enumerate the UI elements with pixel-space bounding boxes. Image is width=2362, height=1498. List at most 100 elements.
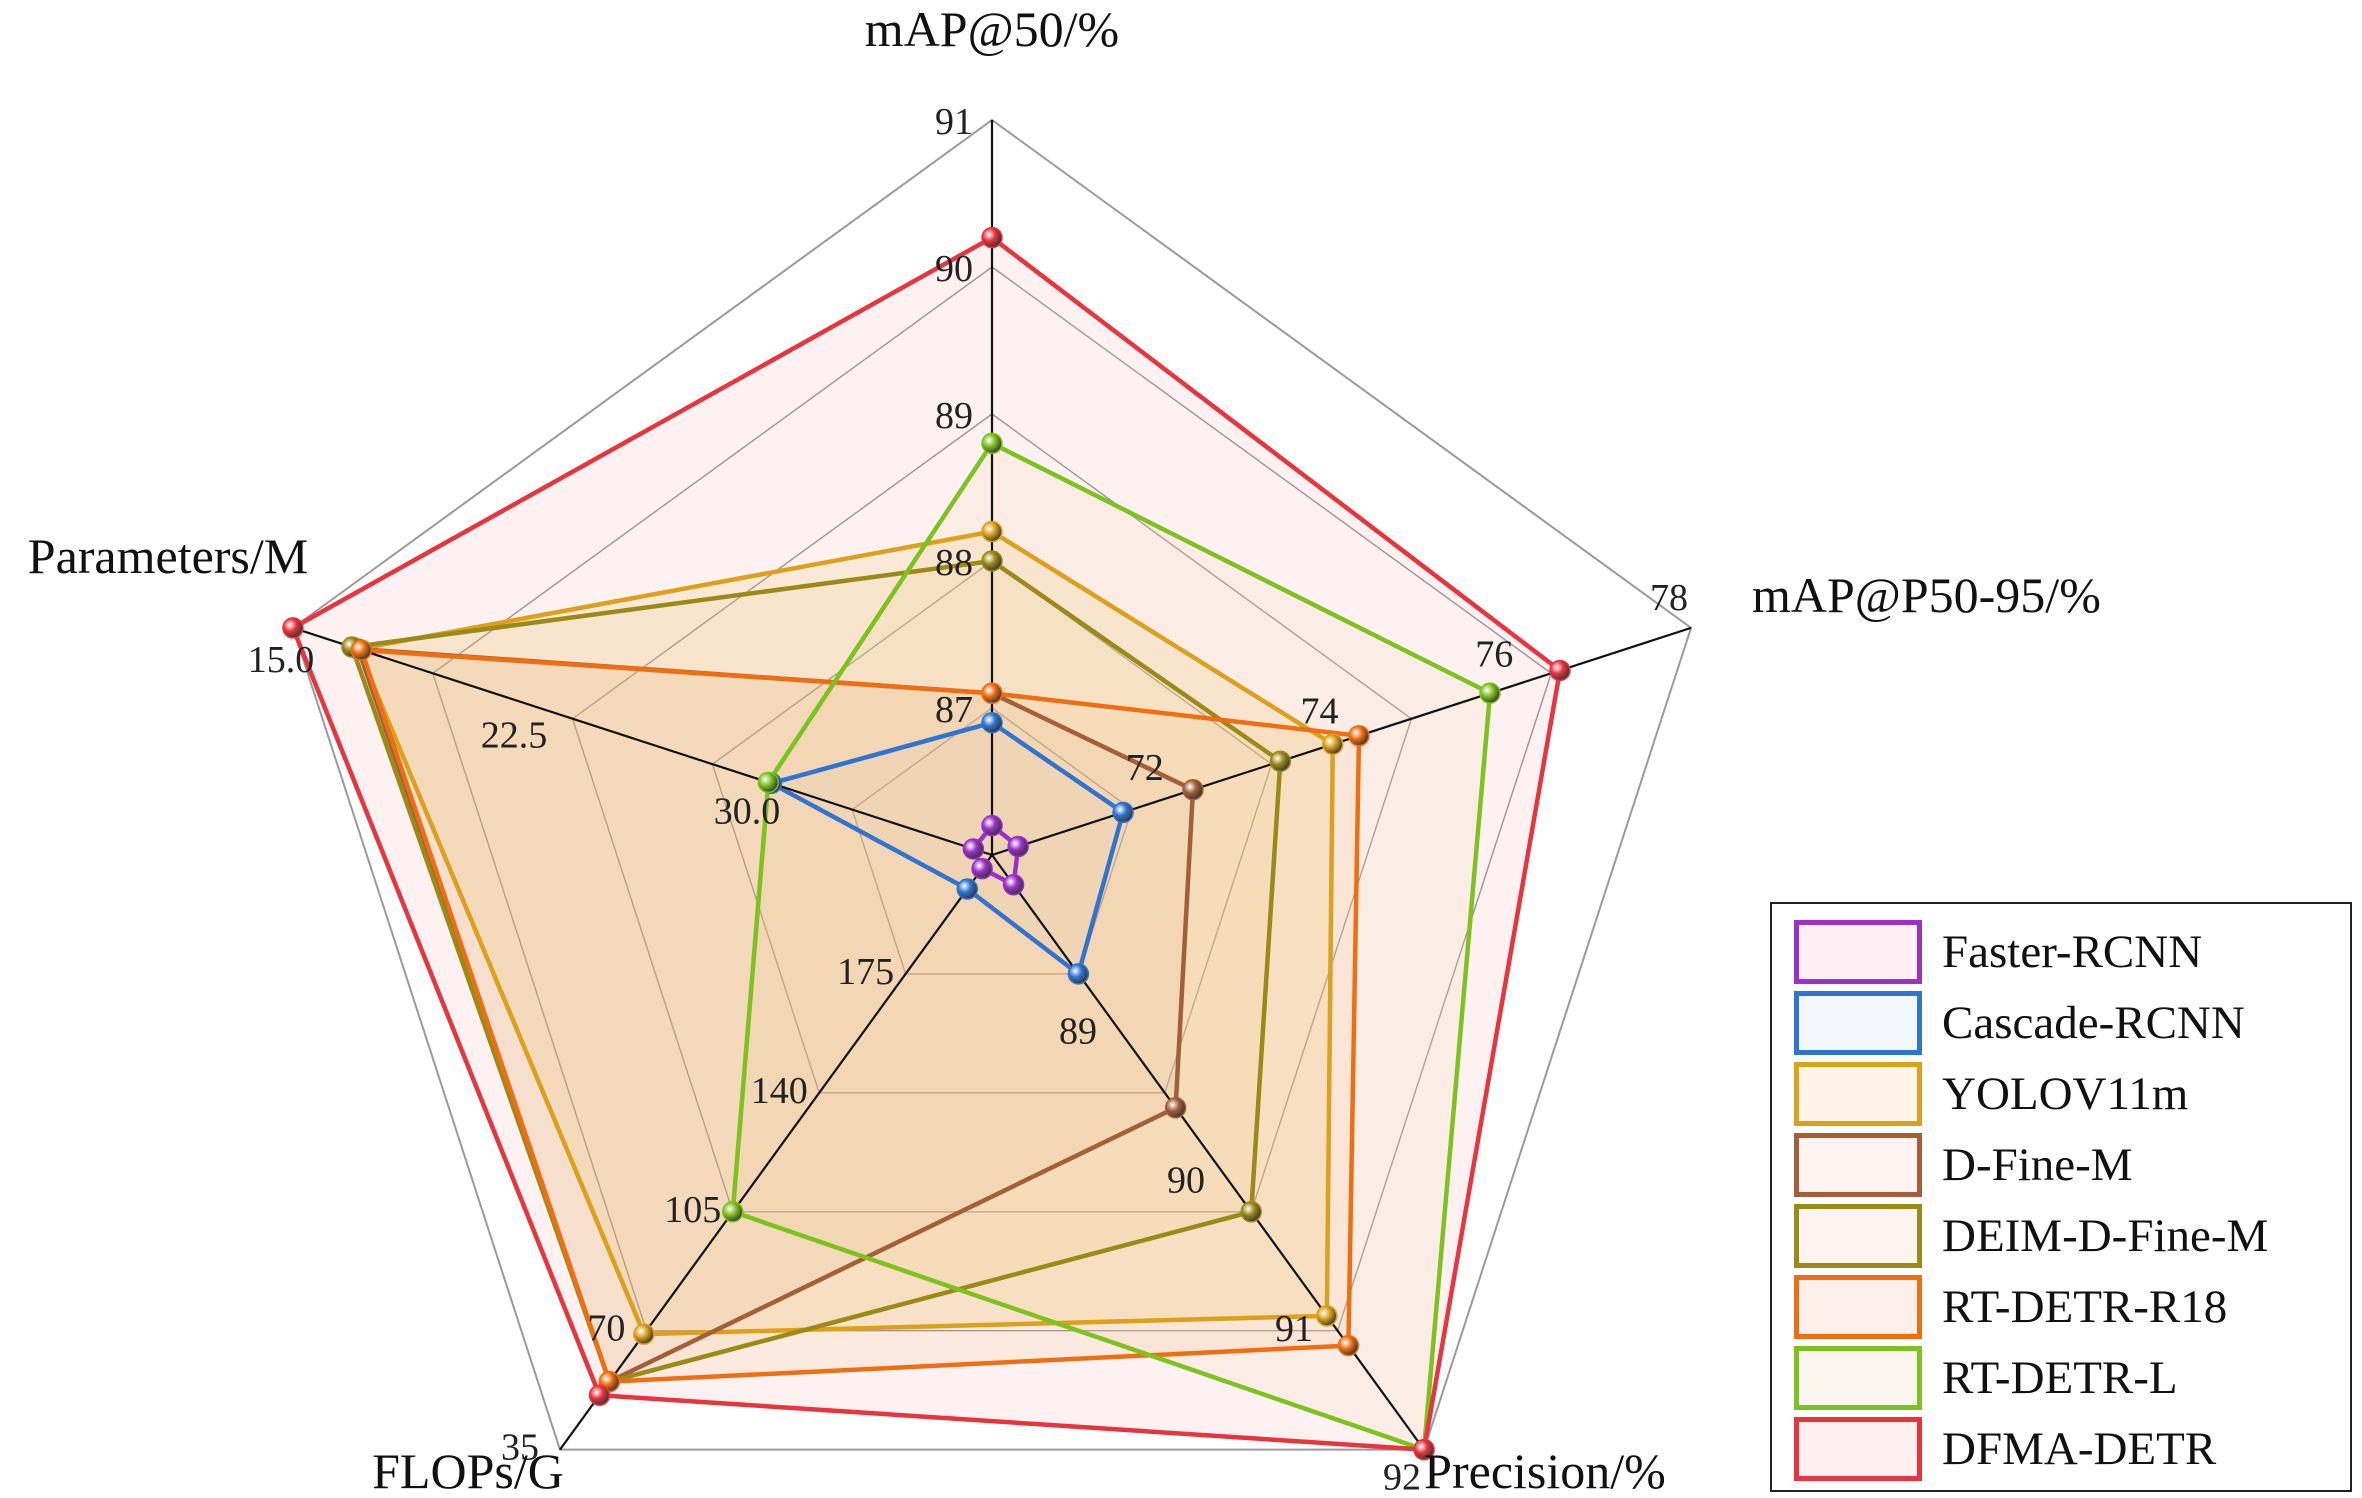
data-point	[981, 711, 1003, 734]
tick-label: 175	[837, 951, 894, 993]
legend-item-rt-detr-r18: RT-DETR-R18	[1794, 1275, 2227, 1339]
legend-label: RT-DETR-R18	[1942, 1281, 2228, 1333]
series-area-rt-detr-r18	[361, 650, 1359, 1382]
legend-item-rt-detr-l: RT-DETR-L	[1794, 1346, 2178, 1410]
tick-label: 89	[935, 395, 973, 437]
legend-label: YOLOV11m	[1942, 1068, 2189, 1120]
grid-ring	[711, 560, 1273, 1094]
data-point	[981, 432, 1003, 455]
tick-label: 35	[501, 1427, 539, 1469]
axis-title: mAP@P50-95/%	[1752, 567, 2101, 623]
series-area-rt-detr-l	[732, 443, 1491, 1450]
series-area-cascade-rcnn	[771, 722, 1124, 974]
axis-title: FLOPs/G	[372, 1443, 564, 1498]
tick-label: 22.5	[481, 715, 548, 757]
legend-item-dfma-detr: DFMA-DETR	[1794, 1417, 2216, 1481]
tick-label: 92	[1383, 1457, 1421, 1498]
grid-ring	[291, 118, 1693, 1451]
tick-label: 91	[1275, 1308, 1313, 1350]
legend-item-deim-d-fine-m: DEIM-D-Fine-M	[1794, 1204, 2268, 1268]
grid-ring	[431, 266, 1553, 1332]
series-line-deim-d-fine-m	[349, 558, 1283, 1384]
tick-label: 90	[1167, 1159, 1205, 1201]
data-point	[1112, 801, 1134, 824]
axis-spoke	[559, 854, 993, 1451]
data-point	[981, 682, 1003, 705]
legend-swatch	[1794, 1204, 1922, 1268]
data-point	[588, 1384, 611, 1407]
legend-swatch	[1794, 1346, 1922, 1410]
axis-spoke	[292, 626, 993, 857]
data-points-layer	[282, 226, 1571, 1461]
tick-label: 74	[1301, 690, 1339, 732]
series-fill-layer	[292, 237, 1560, 1450]
data-point	[981, 814, 1003, 837]
tick-label: 78	[1650, 577, 1688, 619]
series-area-deim-d-fine-m	[352, 561, 1281, 1382]
legend-label: DFMA-DETR	[1942, 1423, 2217, 1475]
tick-label: 15.0	[248, 639, 315, 681]
data-point	[282, 617, 304, 639]
data-point	[1413, 1438, 1435, 1461]
data-point	[1269, 750, 1292, 773]
data-point	[1240, 1201, 1262, 1223]
tick-label: 88	[935, 542, 973, 584]
series-line-layer	[290, 235, 1563, 1452]
data-point	[981, 520, 1003, 543]
legend-item-d-fine-m: D-Fine-M	[1794, 1133, 2133, 1197]
axis-title: Precision/%	[1424, 1443, 1666, 1498]
tick-label: 90	[935, 248, 973, 290]
data-point	[722, 1201, 744, 1223]
legend-swatch	[1794, 920, 1922, 984]
legend-swatch	[1794, 1275, 1922, 1339]
series-line-cascade-rcnn	[769, 720, 1126, 977]
data-point	[1479, 682, 1501, 704]
radar-grid	[291, 118, 1693, 1451]
data-point	[1182, 778, 1204, 801]
data-point	[1316, 1305, 1338, 1327]
legend-swatch	[1794, 1062, 1922, 1126]
tick-label: 89	[1059, 1011, 1097, 1053]
data-point	[1549, 659, 1571, 682]
data-point	[1002, 873, 1025, 896]
tick-label: 105	[664, 1189, 721, 1231]
series-area-dfma-detr	[292, 237, 1560, 1450]
data-point	[350, 639, 373, 661]
legend-label: D-Fine-M	[1942, 1139, 2133, 1191]
legend-item-faster-rcnn: Faster-RCNN	[1794, 920, 2202, 984]
legend-item-cascade-rcnn: Cascade-RCNN	[1794, 991, 2245, 1055]
data-point	[1348, 725, 1370, 747]
series-line-rt-detr-l	[730, 441, 1493, 1452]
data-point	[633, 1323, 655, 1345]
tick-label: 76	[1475, 634, 1513, 676]
series-line-yolov11m	[355, 529, 1336, 1337]
data-point	[1164, 1096, 1187, 1119]
legend-label: DEIM-D-Fine-M	[1942, 1210, 2269, 1262]
tick-label: 72	[1126, 747, 1164, 789]
tick-label: 87	[935, 689, 973, 731]
legend-swatch	[1794, 1417, 1922, 1481]
series-line-rt-detr-r18	[359, 647, 1362, 1384]
data-point	[1067, 963, 1090, 985]
data-point	[981, 550, 1003, 572]
axis-titles: mAP@50/% mAP@P50-95/% Precision/% FLOPs/G Pa…	[28, 1, 2101, 1498]
legend: Faster-RCNN Cascade-RCNN YOLOV11m D-Fine…	[1770, 902, 2352, 1492]
tick-label: 140	[751, 1070, 808, 1112]
axis-title: mAP@50/%	[865, 1, 1119, 57]
series-area-yolov11m	[358, 531, 1333, 1335]
series-line-dfma-detr	[290, 235, 1563, 1452]
tick-labels: 91 90 89 88 87 78 76 74 72 92 91 90 89 35 70 105 140 175 1…	[248, 101, 1688, 1498]
tick-label: 70	[587, 1308, 625, 1350]
legend-label: RT-DETR-L	[1942, 1352, 2178, 1404]
legend-label: Cascade-RCNN	[1942, 997, 2245, 1049]
legend-item-yolov11m: YOLOV11m	[1794, 1062, 2188, 1126]
tick-label: 91	[935, 101, 973, 143]
data-point	[757, 771, 780, 794]
data-point	[971, 857, 993, 880]
data-point	[1007, 835, 1029, 858]
legend-label: Faster-RCNN	[1942, 926, 2203, 978]
data-point	[956, 878, 979, 900]
axis-title: Parameters/M	[28, 528, 308, 584]
data-point	[981, 226, 1003, 249]
